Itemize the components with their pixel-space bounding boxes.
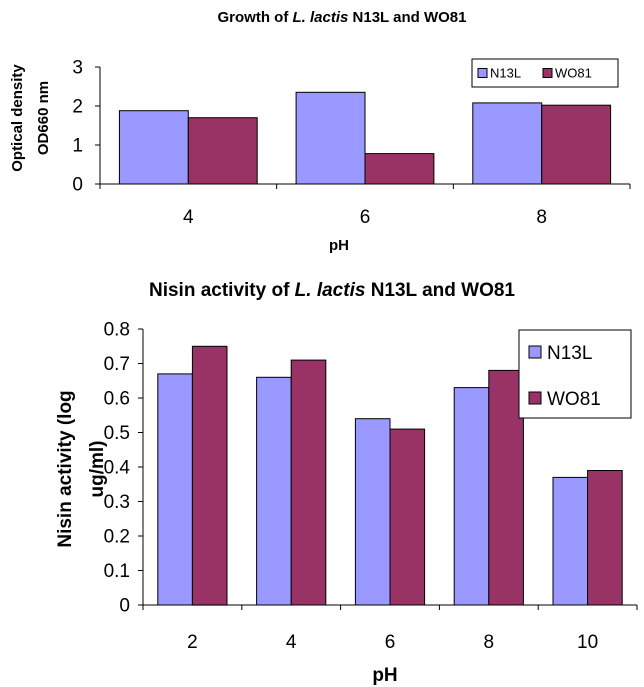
- title-text-part: N13L and WO81: [365, 280, 515, 301]
- y-tick-label: 0.4: [104, 458, 131, 479]
- title-text-part: Nisin activity of: [149, 280, 295, 301]
- x-tick-label: 6: [360, 207, 371, 228]
- legend-swatch-n13l: [528, 345, 542, 359]
- y-tick-label: 0.8: [104, 320, 130, 341]
- bar-n13l-8: [453, 387, 490, 606]
- bar-wo81-4: [290, 359, 327, 606]
- bar-wo81-8: [541, 104, 612, 185]
- y-tick-label: 0.2: [104, 527, 130, 548]
- bar-n13l-4: [118, 110, 189, 185]
- bar-n13l-4: [256, 376, 292, 606]
- legend-label-n13l: N13L: [547, 343, 592, 364]
- legend: N13L WO81: [518, 329, 632, 419]
- y-tick-label: 2: [72, 97, 83, 118]
- x-tick-label: 4: [286, 632, 297, 653]
- bar-n13l-6: [295, 91, 366, 185]
- y-tick-label: 0: [72, 175, 83, 196]
- y-axis-label-line: OD660 nm: [35, 81, 52, 155]
- bar-wo81-4: [187, 117, 258, 185]
- x-tick-label: 4: [183, 207, 194, 228]
- bar-n13l-10: [552, 476, 589, 606]
- y-axis-label-line: Optical density: [9, 64, 26, 172]
- x-tick-label: 6: [385, 632, 396, 653]
- legend-swatch-n13l: [477, 68, 488, 78]
- chart-1: Growth of L. lactis N13L and WO81 0 1 2 3 4 6 8…: [9, 9, 631, 254]
- title-species-part: L. lactis: [295, 280, 366, 301]
- title-text-part: Growth of: [218, 9, 293, 26]
- chart-title: Nisin activity of L. lactis N13L and WO8…: [149, 280, 515, 301]
- bar-wo81-6: [364, 153, 435, 185]
- bar-wo81-8: [488, 369, 524, 606]
- x-tick-label: 2: [187, 632, 198, 653]
- y-tick-label: 0.7: [104, 354, 130, 375]
- title-text-part: N13L and WO81: [348, 9, 466, 26]
- y-tick-label: 0: [119, 596, 130, 617]
- y-axis-label: Nisin activity (log ug/ml): [55, 390, 108, 547]
- x-axis-label: pH: [372, 665, 397, 686]
- y-tick-label: 0.5: [104, 423, 130, 444]
- y-axis-label: Optical density OD660 nm: [9, 64, 52, 172]
- bar-n13l-2: [157, 373, 193, 606]
- y-axis-label-line: ug/ml): [87, 441, 108, 498]
- y-axis-label-line: Nisin activity (log: [55, 390, 76, 547]
- chart-title: Growth of L. lactis N13L and WO81: [218, 9, 467, 26]
- title-species-part: L. lactis: [293, 9, 349, 26]
- x-axis-label: pH: [329, 237, 349, 254]
- legend-label-wo81: WO81: [547, 389, 601, 410]
- bar-n13l-8: [472, 102, 543, 185]
- x-tick-label: 8: [484, 632, 495, 653]
- bar-wo81-2: [191, 345, 228, 606]
- x-tick-label: 8: [536, 207, 547, 228]
- legend-swatch-wo81: [542, 68, 553, 78]
- bar-wo81-6: [389, 428, 426, 606]
- legend-swatch-wo81: [528, 391, 542, 405]
- y-tick-label: 1: [72, 136, 83, 157]
- legend-label-n13l: N13L: [490, 66, 521, 81]
- y-tick-label: 0.1: [104, 561, 130, 582]
- legend-label-wo81: WO81: [555, 66, 592, 81]
- y-tick-label: 0.6: [104, 389, 130, 410]
- bar-wo81-10: [587, 470, 623, 606]
- bar-n13l-6: [354, 418, 391, 606]
- x-tick-label: 10: [577, 632, 598, 653]
- y-tick-label: 3: [72, 58, 83, 79]
- y-tick-label: 0.3: [104, 492, 130, 513]
- chart-2: Nisin activity of L. lactis N13L and WO8…: [55, 280, 638, 686]
- legend: N13L WO81: [471, 58, 619, 88]
